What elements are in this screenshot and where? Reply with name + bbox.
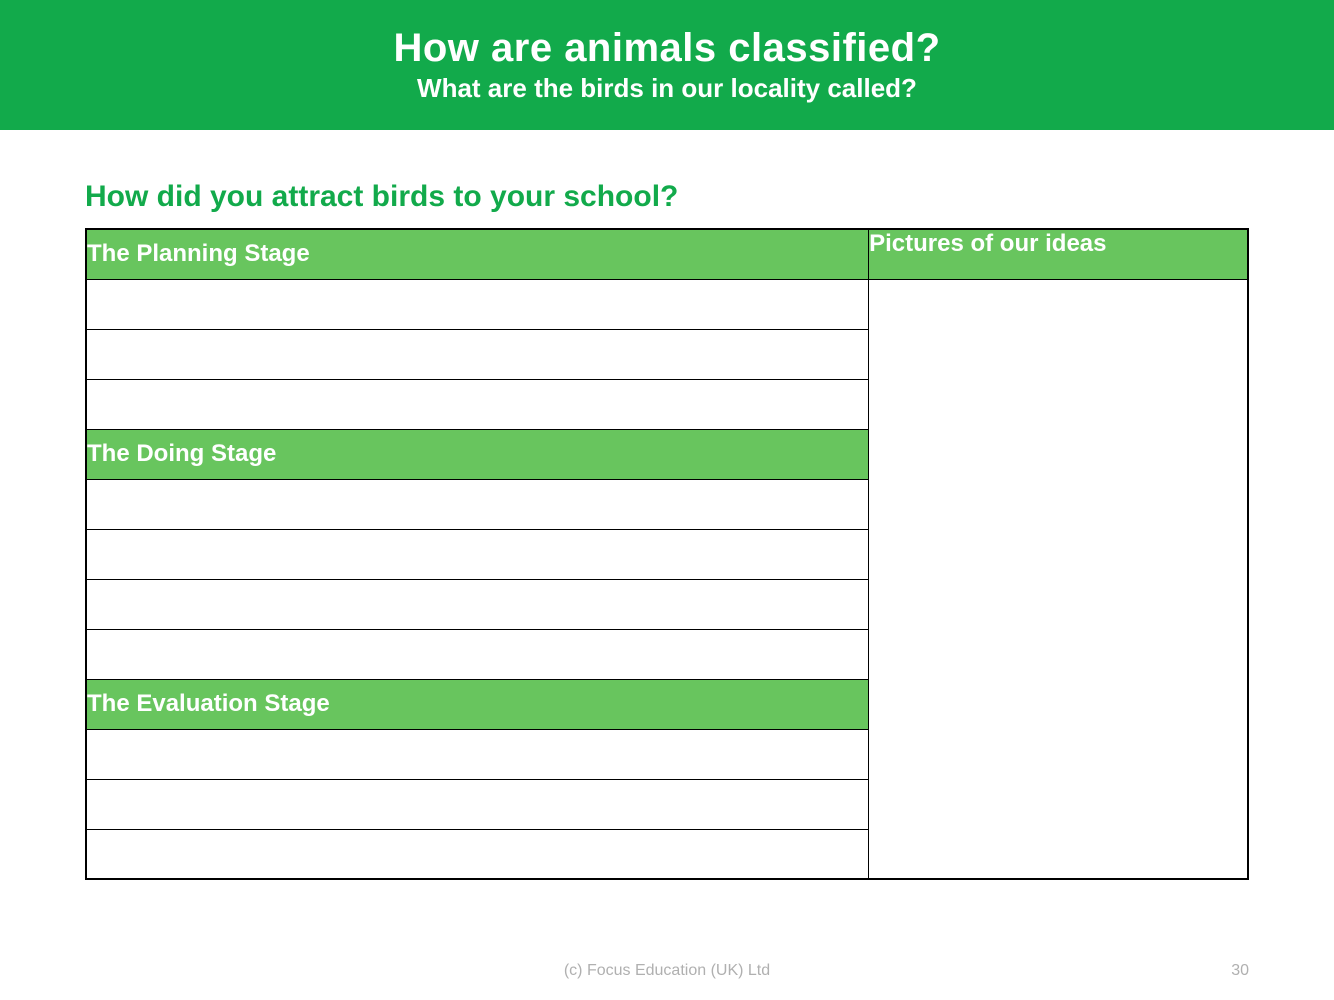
page-number: 30 — [1231, 962, 1249, 980]
doing-row[interactable] — [86, 529, 869, 579]
doing-row[interactable] — [86, 629, 869, 679]
section-header-doing: The Doing Stage — [86, 429, 869, 479]
footer: (c) Focus Education (UK) Ltd 30 — [0, 962, 1334, 980]
evaluation-row[interactable] — [86, 829, 869, 879]
content-area: How did you attract birds to your school… — [0, 130, 1334, 880]
pictures-header: Pictures of our ideas — [869, 229, 1248, 279]
planning-row[interactable] — [86, 329, 869, 379]
planning-row[interactable] — [86, 379, 869, 429]
section-header-planning: The Planning Stage — [86, 229, 869, 279]
worksheet-table: The Planning Stage Pictures of our ideas… — [85, 228, 1249, 880]
doing-row[interactable] — [86, 579, 869, 629]
header-banner: How are animals classified? What are the… — [0, 0, 1334, 130]
worksheet-question: How did you attract birds to your school… — [85, 180, 1249, 214]
page-subtitle: What are the birds in our locality calle… — [417, 73, 917, 104]
pictures-area[interactable] — [869, 279, 1248, 879]
copyright-text: (c) Focus Education (UK) Ltd — [564, 962, 770, 980]
planning-row[interactable] — [86, 279, 869, 329]
page-title: How are animals classified? — [393, 26, 940, 71]
evaluation-row[interactable] — [86, 779, 869, 829]
section-header-evaluation: The Evaluation Stage — [86, 679, 869, 729]
evaluation-row[interactable] — [86, 729, 869, 779]
doing-row[interactable] — [86, 479, 869, 529]
